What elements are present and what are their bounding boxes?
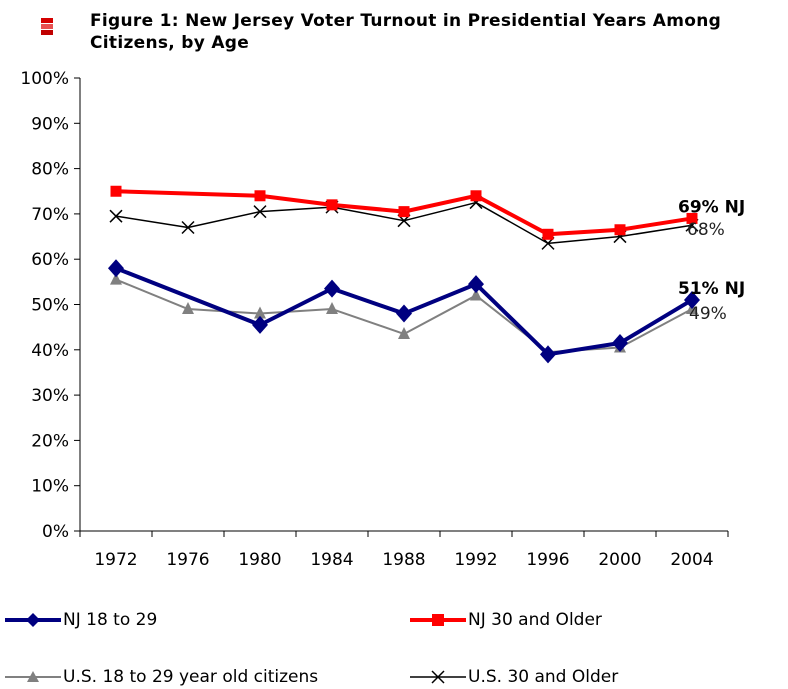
legend-item-us-30-older: U.S. 30 and Older <box>410 665 618 689</box>
data-point-u-s-30-and-older <box>253 205 267 219</box>
line-chart: 0%10%20%30%40%50%60%70%80%90%100% 1972 19… <box>20 69 745 570</box>
axes <box>79 78 728 532</box>
series-u-s-30-and-older <box>109 196 699 250</box>
data-point-u-s-30-and-older <box>109 209 123 223</box>
y-tick-label: 40% <box>31 341 69 361</box>
y-tick-label: 0% <box>42 522 69 542</box>
legend-swatch-nj-18-29 <box>5 613 61 627</box>
data-point-nj-30-and-older <box>398 206 410 218</box>
series-lines <box>108 185 700 364</box>
data-point-nj-30-and-older <box>686 212 698 224</box>
chart-title: Figure 1: New Jersey Voter Turnout in Pr… <box>90 11 722 53</box>
data-point-nj-30-and-older <box>614 224 626 236</box>
legend-item-us-18-29: U.S. 18 to 29 year old citizens <box>5 665 318 689</box>
x-tick-label: 1984 <box>310 550 353 570</box>
data-point-u-s-18-to-29-year-old-citizens <box>326 302 338 315</box>
y-tick-label: 70% <box>31 205 69 225</box>
title-marker-icon <box>41 18 53 35</box>
data-point-u-s-18-to-29-year-old-citizens <box>398 326 410 339</box>
series-line-nj-30-and-older <box>115 189 693 237</box>
data-point-nj-30-and-older <box>254 190 266 202</box>
series-nj-18-to-29 <box>108 259 700 364</box>
x-tick-label: 2000 <box>598 550 641 570</box>
data-point-u-s-18-to-29-year-old-citizens <box>254 306 266 319</box>
data-point-nj-18-to-29 <box>612 334 628 353</box>
y-tick-label: 100% <box>20 69 69 89</box>
annotation-49: 49% <box>689 304 727 324</box>
x-tick-label: 1992 <box>454 550 497 570</box>
y-tick-label: 90% <box>31 114 69 134</box>
data-point-nj-18-to-29 <box>468 275 484 294</box>
annotation-69-nj: 69% NJ <box>678 197 745 217</box>
x-tick-label: 1972 <box>94 550 137 570</box>
x-tick-label: 2004 <box>670 550 713 570</box>
annotation-51-nj: 51% NJ <box>678 279 745 299</box>
legend-swatch-nj-30-older <box>410 614 466 626</box>
legend-label-us-30-older: U.S. 30 and Older <box>468 667 619 687</box>
y-tick-label: 20% <box>31 431 69 451</box>
data-point-nj-30-and-older <box>470 190 482 202</box>
data-point-nj-18-to-29 <box>108 259 124 278</box>
legend-item-nj-18-29: NJ 18 to 29 <box>5 608 157 632</box>
legend-swatch-us-30-older <box>410 670 466 684</box>
data-point-u-s-18-to-29-year-old-citizens <box>182 302 194 315</box>
data-point-nj-18-to-29 <box>252 315 268 334</box>
data-point-nj-18-to-29 <box>324 279 340 298</box>
x-tick-label: 1980 <box>238 550 281 570</box>
data-point-u-s-30-and-older-stroke <box>253 205 267 219</box>
y-tick-label: 60% <box>31 250 69 270</box>
data-point-nj-18-to-29 <box>396 304 412 323</box>
series-nj-30-and-older <box>110 185 698 240</box>
y-tick-label: 80% <box>31 160 69 180</box>
x-tick-label: 1988 <box>382 550 425 570</box>
legend-label-nj-30-older: NJ 30 and Older <box>468 610 602 630</box>
data-point-nj-30-and-older <box>326 199 338 211</box>
data-point-nj-18-to-29 <box>684 290 700 309</box>
y-axis-ticks: 0% 10% 20% 30% 40% 50% 60% 70% 80% 90% 100% <box>20 69 80 542</box>
legend-label-us-18-29: U.S. 18 to 29 year old citizens <box>63 667 319 687</box>
data-point-nj-30-and-older <box>542 228 554 240</box>
data-point-u-s-18-to-29-year-old-citizens <box>110 272 122 285</box>
x-tick-label: 1996 <box>526 550 569 570</box>
data-point-u-s-18-to-29-year-old-citizens <box>470 288 482 301</box>
data-point-nj-18-to-29 <box>540 345 556 364</box>
y-tick-label: 10% <box>31 477 69 497</box>
y-tick-label: 50% <box>31 296 69 316</box>
x-tick-label: 1976 <box>166 550 209 570</box>
series-line-nj-18-to-29 <box>115 266 694 357</box>
data-point-nj-30-and-older <box>110 185 122 197</box>
legend-swatch-us-18-29 <box>5 671 61 682</box>
annotation-68: 68% <box>687 220 725 240</box>
y-tick-label: 30% <box>31 386 69 406</box>
data-point-u-s-30-and-older <box>181 220 195 235</box>
x-axis-ticks: 1972 1976 1980 1984 1988 1992 1996 2000 2004 <box>79 531 729 570</box>
end-annotations: 69% NJ 68% 51% NJ 49% <box>678 197 745 324</box>
data-point-u-s-30-and-older-stroke <box>181 220 195 235</box>
legend-item-nj-30-older: NJ 30 and Older <box>410 608 602 632</box>
data-point-u-s-30-and-older-stroke <box>109 209 123 223</box>
legend-label-nj-18-29: NJ 18 to 29 <box>63 610 158 630</box>
